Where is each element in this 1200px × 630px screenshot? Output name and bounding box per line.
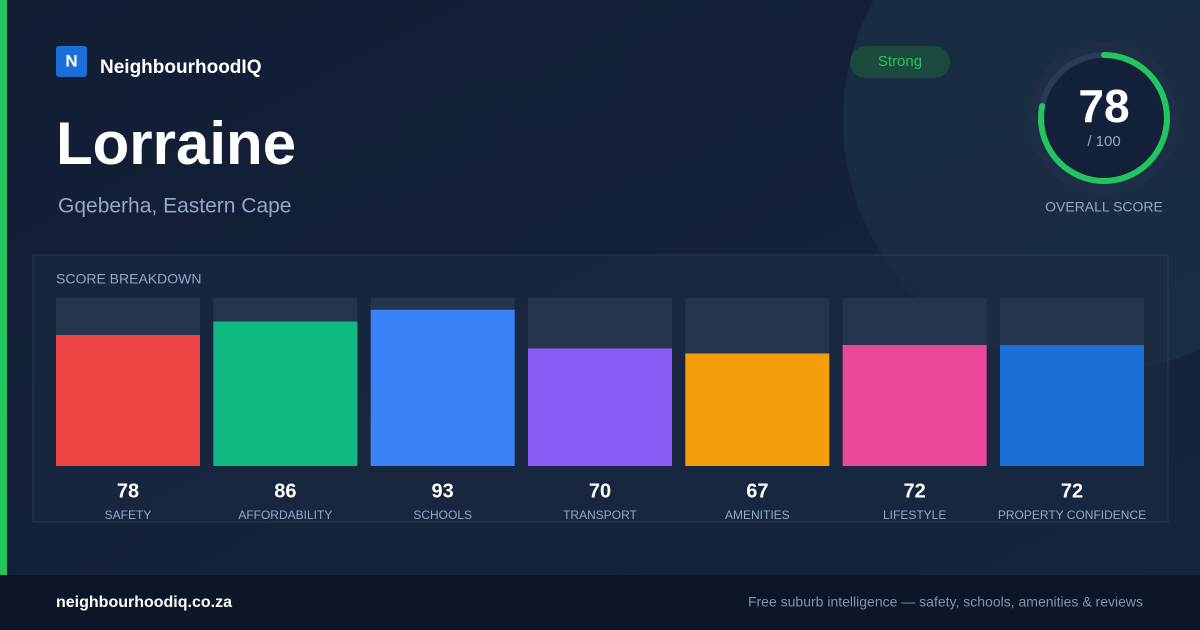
bar	[685, 353, 830, 466]
category-label: LIFESTYLE	[883, 508, 946, 522]
accent-stripe	[0, 0, 7, 575]
category-label: SCHOOLS	[413, 508, 472, 522]
badge-text: Strong	[878, 53, 922, 70]
score-value: 78	[1078, 80, 1129, 132]
location: Gqeberha, Eastern Cape	[58, 195, 291, 218]
value-label: 72	[1061, 480, 1083, 502]
brand-name: NeighbourhoodIQ	[100, 57, 261, 78]
badge	[850, 46, 950, 78]
value-label: 78	[117, 480, 139, 502]
value-label: 70	[589, 480, 611, 502]
category-label: AMENITIES	[725, 508, 790, 522]
breakdown-title: SCORE BREAKDOWN	[56, 271, 201, 287]
bar	[370, 309, 515, 466]
value-label: 72	[904, 480, 926, 502]
bar	[528, 348, 672, 466]
bar	[56, 334, 200, 466]
category-label: PROPERTY CONFIDENCE	[998, 508, 1146, 522]
footer	[0, 575, 1200, 630]
footer-tagline: Free suburb intelligence — safety, schoo…	[748, 594, 1143, 610]
value-label: 67	[746, 480, 768, 502]
category-label: SAFETY	[105, 508, 152, 522]
logo-letter: N	[65, 51, 77, 70]
score-max: / 100	[1087, 133, 1120, 150]
bar	[1000, 345, 1144, 466]
suburb-title: Lorraine	[56, 110, 296, 177]
score-ring	[1038, 52, 1170, 184]
logo-box	[56, 46, 87, 77]
bar	[213, 321, 358, 466]
footer-url: neighbourhoodiq.co.za	[56, 594, 232, 611]
category-label: AFFORDABILITY	[238, 508, 332, 522]
value-label: 93	[432, 480, 454, 502]
score-label: OVERALL SCORE	[1045, 199, 1163, 215]
category-label: TRANSPORT	[563, 508, 637, 522]
value-label: 86	[274, 480, 296, 502]
bar	[842, 345, 987, 466]
